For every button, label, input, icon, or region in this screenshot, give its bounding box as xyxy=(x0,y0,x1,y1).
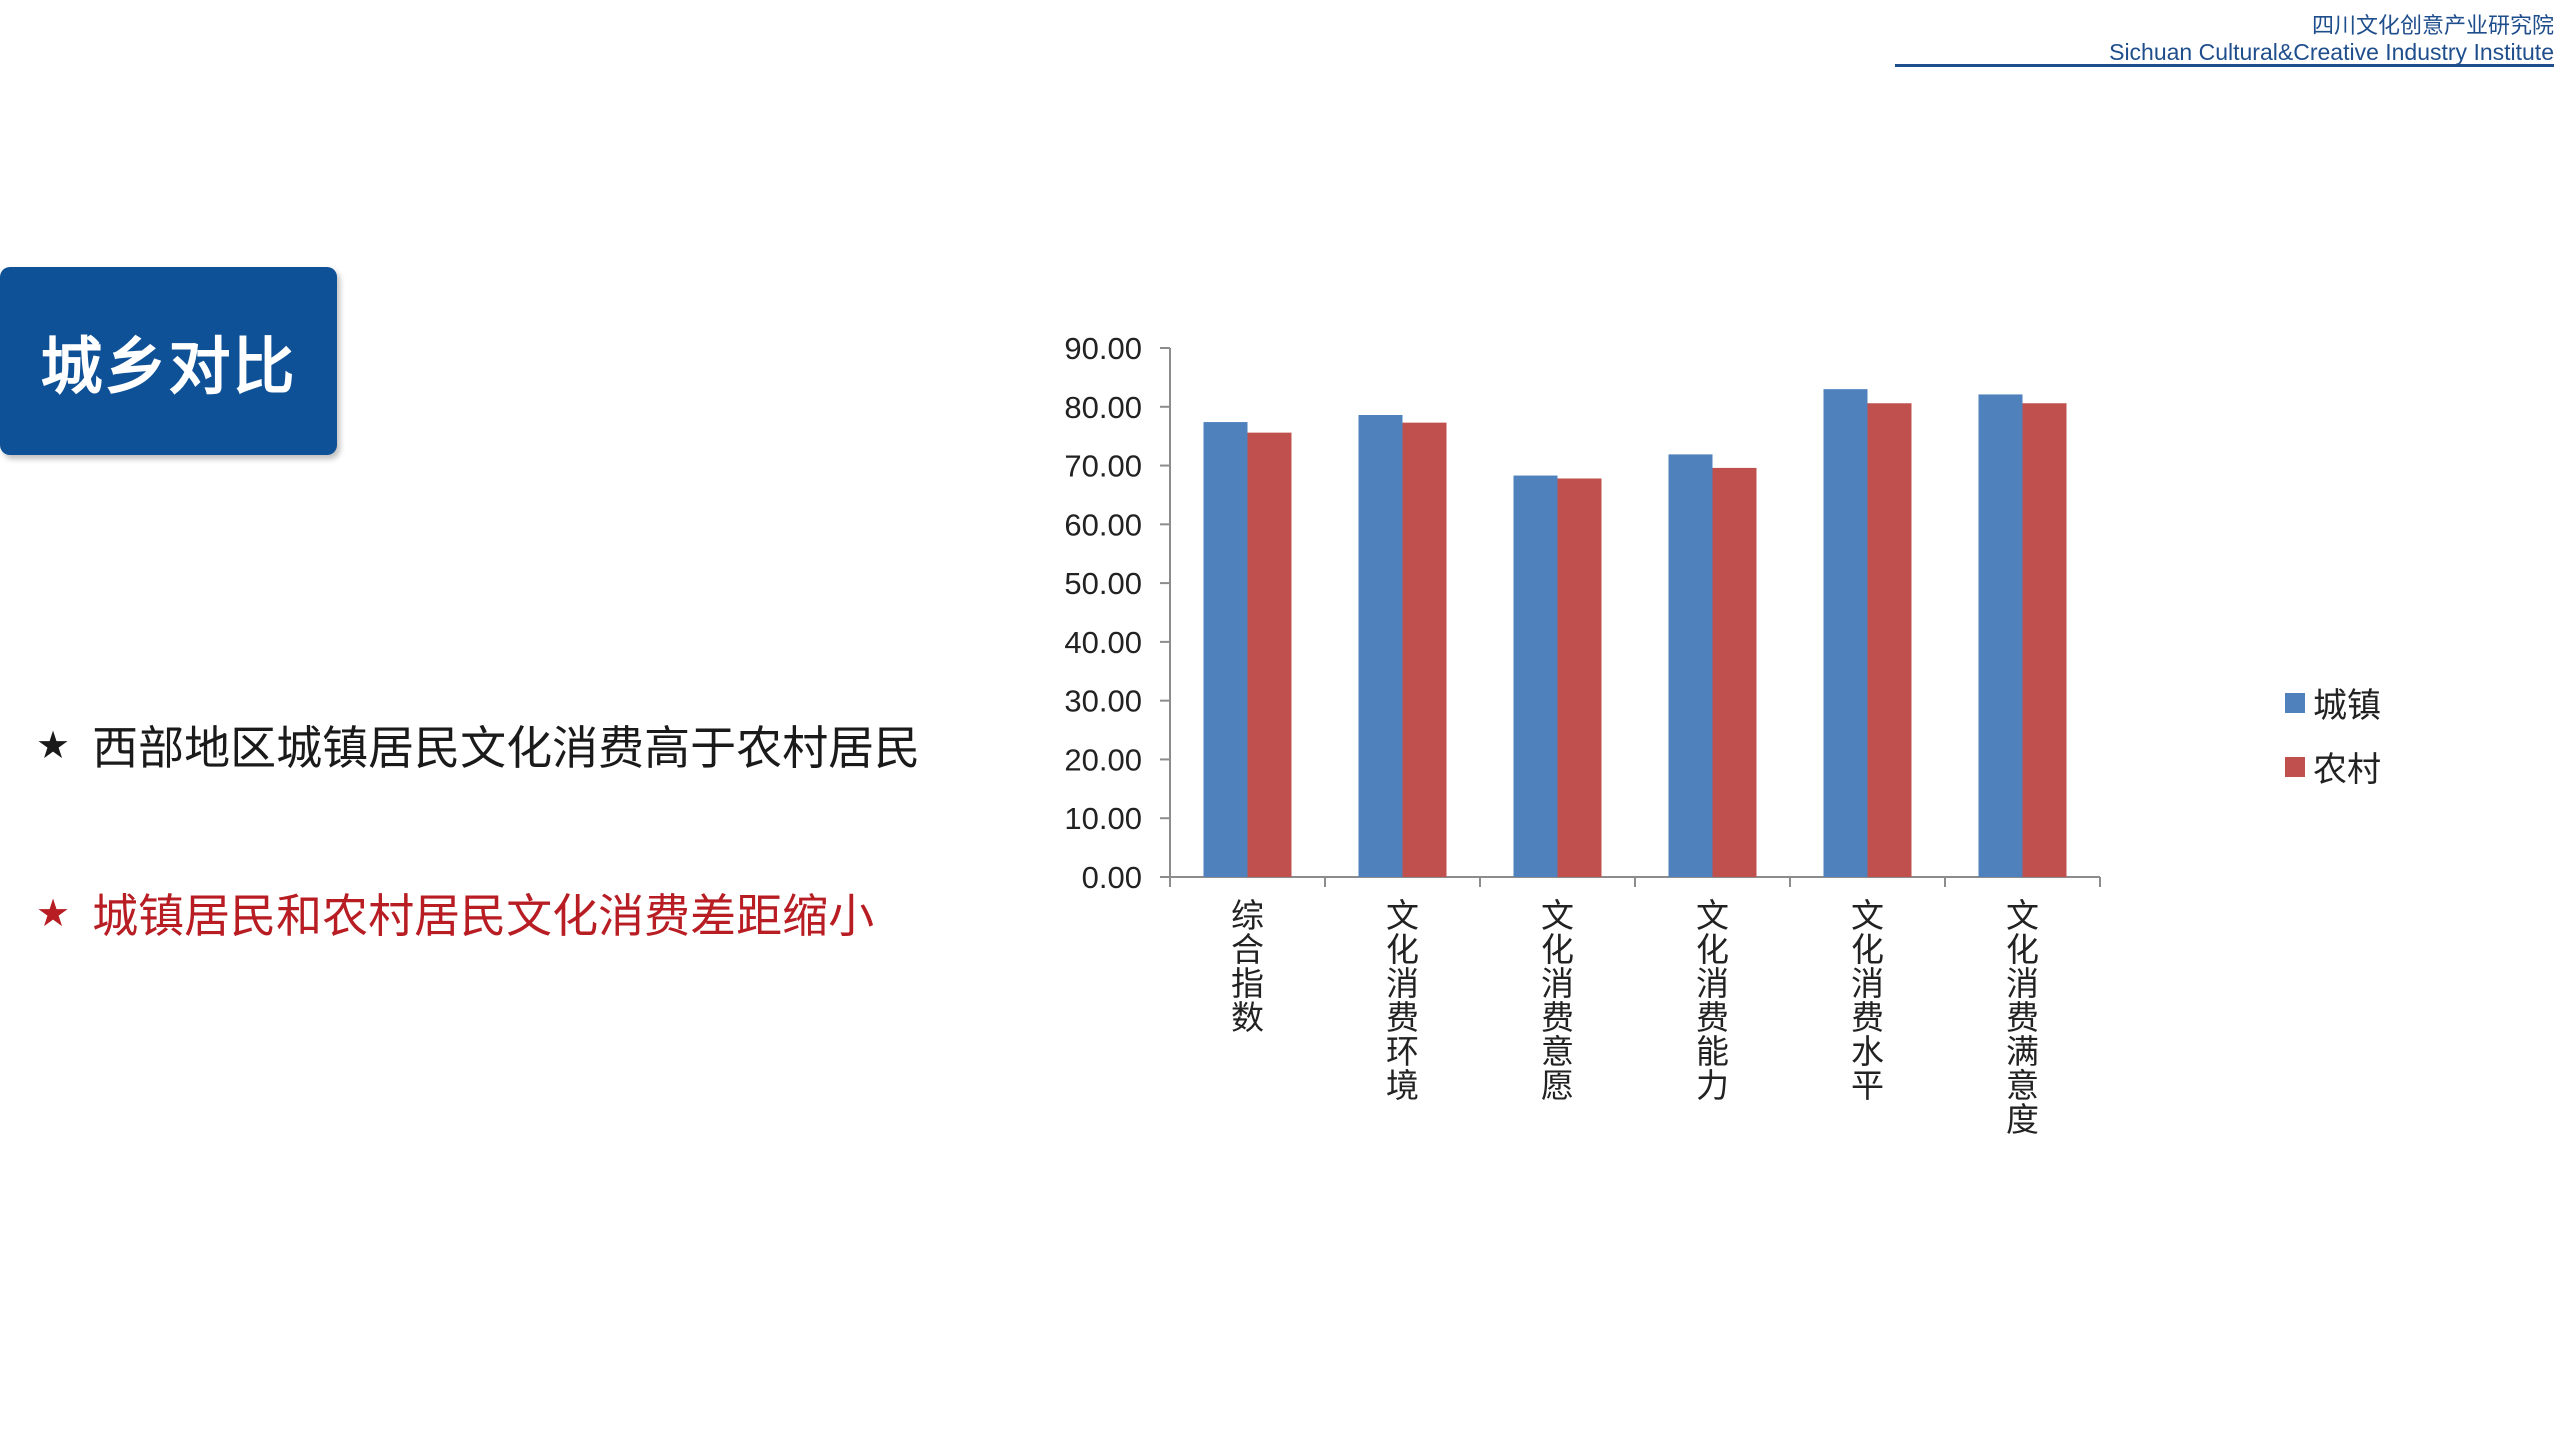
bar-chart: 0.00 10.00 20.00 30.00 40.00 50.00 60.00 70.00 8… xyxy=(1064,331,2101,1139)
bar-rural xyxy=(1712,467,1757,877)
bar-urban xyxy=(1513,475,1558,877)
bullet-1-text: 西部地区城镇居民文化消费高于农村居民 xyxy=(92,721,921,775)
y-tick-label: 70.00 xyxy=(1064,449,1142,484)
y-tick-label: 30.00 xyxy=(1064,684,1142,719)
y-tick-label: 10.00 xyxy=(1064,801,1142,836)
bullet-2: ★ 城镇居民和农村居民文化消费差距缩小 xyxy=(36,880,874,946)
x-category-label: 综合指数 xyxy=(1231,896,1264,1037)
bar-rural xyxy=(1402,422,1447,877)
bar-urban xyxy=(1358,415,1403,877)
x-category-label: 文化消费满意度 xyxy=(2006,896,2039,1139)
x-category-label: 文化消费水平 xyxy=(1851,896,1884,1105)
legend-label-urban: 城镇 xyxy=(2313,686,2381,726)
bullet-2-text: 城镇居民和农村居民文化消费差距缩小 xyxy=(92,889,875,943)
star-icon: ★ xyxy=(36,891,71,935)
star-icon: ★ xyxy=(36,723,71,767)
y-tick-label: 40.00 xyxy=(1064,625,1142,660)
y-tick-label: 90.00 xyxy=(1064,331,1142,366)
legend-item-urban: 城镇 xyxy=(2285,678,2381,727)
y-tick-label: 20.00 xyxy=(1064,742,1142,777)
y-tick-label: 80.00 xyxy=(1064,390,1142,425)
bullet-1: ★ 西部地区城镇居民文化消费高于农村居民 xyxy=(36,712,920,778)
bar-urban xyxy=(1823,389,1868,877)
org-name-en: Sichuan Cultural&Creative Industry Insti… xyxy=(2109,39,2554,66)
section-title: 城乡对比 xyxy=(40,330,297,403)
bar-rural xyxy=(1247,432,1292,877)
org-name-cn: 四川文化创意产业研究院 xyxy=(2311,14,2554,39)
legend-item-rural: 农村 xyxy=(2285,742,2381,791)
x-category-label: 文化消费环境 xyxy=(1386,896,1419,1105)
bar-urban xyxy=(1978,394,2023,877)
header-divider xyxy=(1895,64,2554,67)
bar-rural xyxy=(2022,403,2067,877)
y-tick-label: 50.00 xyxy=(1064,566,1142,601)
legend-swatch-rural xyxy=(2285,756,2305,777)
x-category-label: 文化消费能力 xyxy=(1696,896,1729,1105)
legend-label-rural: 农村 xyxy=(2313,750,2381,790)
bar-urban xyxy=(1668,454,1713,877)
bar-rural xyxy=(1557,478,1602,877)
org-header: 四川文化创意产业研究院 Sichuan Cultural&Creative In… xyxy=(2109,14,2554,66)
bar-rural xyxy=(1867,403,1912,877)
y-tick-label: 0.00 xyxy=(1082,860,1142,895)
bar-urban xyxy=(1203,422,1248,877)
legend-swatch-urban xyxy=(2285,692,2305,713)
x-category-label: 文化消费意愿 xyxy=(1541,896,1574,1105)
y-tick-label: 60.00 xyxy=(1064,507,1142,542)
section-title-box: 城乡对比 xyxy=(0,267,337,455)
